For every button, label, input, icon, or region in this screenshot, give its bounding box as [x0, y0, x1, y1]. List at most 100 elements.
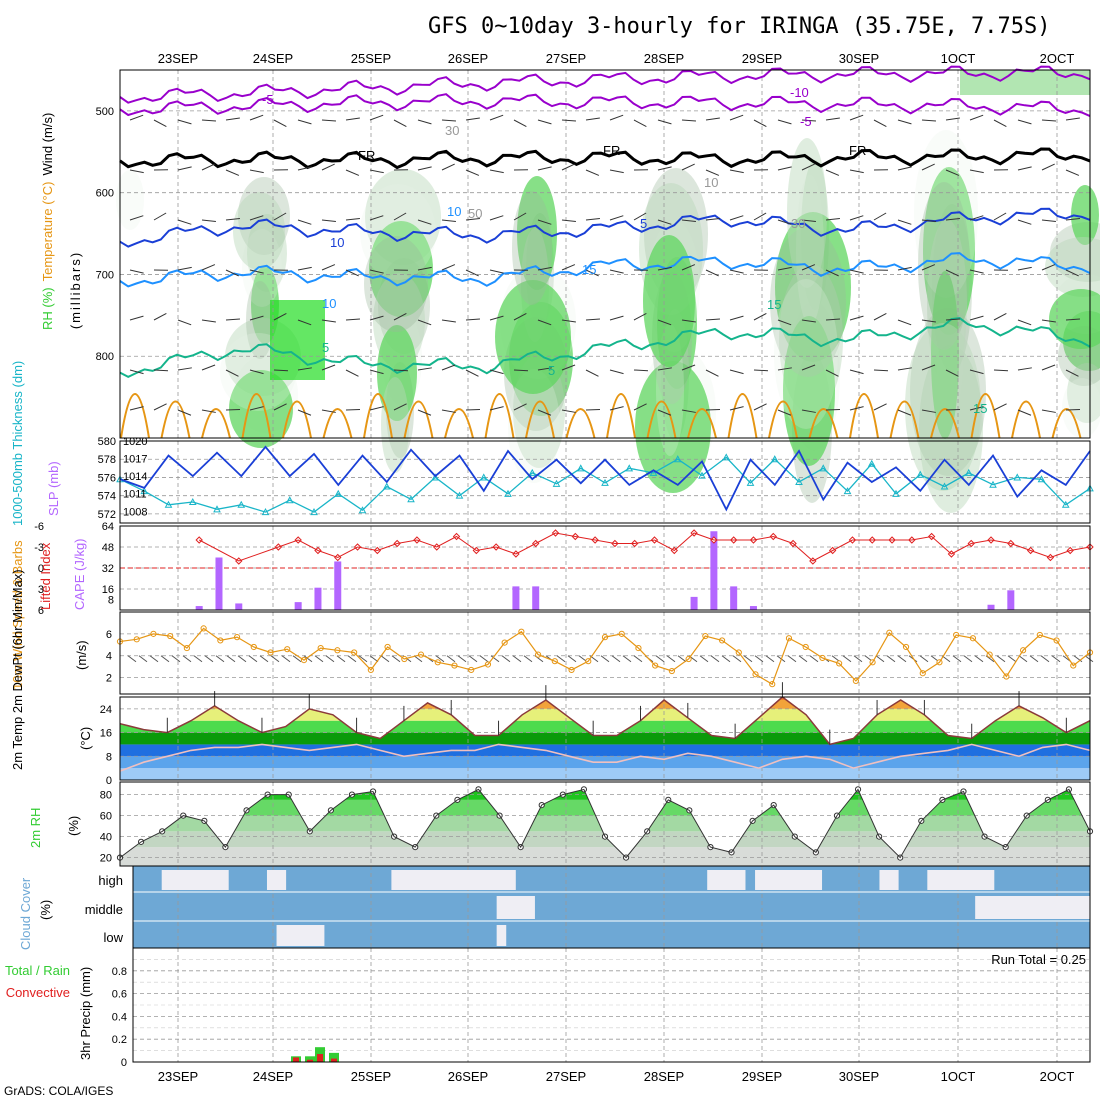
wind-barb: [609, 114, 624, 121]
li-tick-label: -6: [34, 521, 44, 533]
wind-barb-10m: [237, 655, 247, 663]
precip-convective-label: Convective: [6, 985, 70, 1000]
thickness-tick-label: 580: [98, 436, 116, 448]
wind-barb: [825, 318, 841, 321]
wind-barb: [369, 406, 384, 411]
wind-barb: [297, 367, 312, 371]
upper-axis-label: (millibars): [68, 251, 83, 329]
wind-barb: [753, 312, 767, 321]
wind-barb: [249, 114, 264, 121]
temp-band: [120, 699, 1090, 709]
wind-barb: [945, 218, 960, 221]
rh-shading: [517, 176, 557, 290]
cape-bar: [314, 587, 322, 610]
rh-band: [120, 815, 1090, 832]
wind-barb: [849, 114, 864, 121]
wind-barb: [1041, 163, 1055, 171]
wind-barb-10m: [919, 655, 929, 663]
wind-barb-10m: [193, 655, 203, 663]
wind-barb: [513, 119, 527, 128]
wind-barb: [489, 369, 504, 375]
rh-shading: [360, 184, 436, 280]
cape-bar: [730, 586, 738, 610]
wind-barb: [609, 406, 624, 411]
wind-barb: [825, 369, 839, 377]
precip-ylabel: 3hr Precip (mm): [78, 967, 93, 1060]
cloud-clear-segment: [391, 870, 516, 890]
wind-barb: [945, 369, 959, 377]
wind-barb: [729, 269, 744, 274]
wind-barb-10m: [457, 655, 467, 663]
slp-ylabel: SLP (mb): [46, 461, 61, 516]
wind-barb-10m: [391, 655, 401, 663]
thickness-tick-label: 576: [98, 472, 116, 484]
wind-barb: [657, 409, 672, 416]
rh-shading: [508, 369, 560, 483]
dewpoint2m-line: [119, 743, 1091, 772]
temp-band: [120, 744, 1090, 757]
wind-barb-10m: [336, 655, 346, 663]
wind-barb: [1065, 117, 1080, 121]
wind-unit: (m/s): [74, 640, 89, 670]
wind-barb: [321, 163, 335, 171]
wind-barb: [369, 114, 384, 121]
wind-barb: [849, 169, 864, 174]
slp-tick-label: 1011: [123, 489, 147, 501]
wind-barb-10m: [468, 655, 478, 663]
cloud-ylabel: Cloud Cover: [18, 877, 33, 950]
rh-shading: [1067, 363, 1100, 423]
wind-barb: [993, 312, 1007, 321]
cape-bar: [512, 586, 520, 610]
wind-barb: [705, 318, 721, 321]
run-total-label: Run Total = 0.25: [991, 952, 1086, 967]
thickness-tick-label: 572: [98, 509, 116, 521]
temp-band: [120, 732, 1090, 745]
convective-bar: [317, 1054, 323, 1062]
rh-shading: [116, 170, 144, 230]
wind-barb-10m: [523, 655, 533, 663]
upper-ylabel: RH (%) Temperature (°C) Wind (m/s): [40, 113, 55, 330]
warm-isoline: [606, 393, 636, 439]
wind-barb: [993, 212, 1007, 221]
rh-shading: [238, 177, 290, 255]
wind-barb: [1017, 409, 1032, 416]
wind-barb: [225, 318, 241, 321]
cape-tick-label: 16: [102, 584, 114, 596]
wind-barb: [177, 266, 192, 271]
wind-barb-10m: [127, 655, 137, 663]
rh-shading: [796, 175, 824, 325]
wind-barb: [609, 369, 624, 375]
wind-barb: [465, 318, 481, 321]
wind-barb: [1017, 319, 1032, 326]
precip-tick-label: 0: [121, 1057, 127, 1069]
wind-barb-10m: [798, 655, 808, 663]
wind-barb: [609, 169, 624, 174]
cloud-clear-segment: [276, 925, 325, 946]
temp-tick-label: 16: [100, 728, 112, 740]
wind-barb: [297, 266, 312, 271]
wind-ylabel: 10m Wind Speed & Barbs: [10, 540, 25, 690]
wind-barb-10m: [974, 655, 984, 663]
wind-barb: [945, 318, 961, 321]
wind-barb: [681, 319, 696, 323]
wind-barb: [489, 406, 504, 411]
wind-barb-10m: [567, 655, 577, 663]
thickness-point: [843, 487, 852, 495]
bottom-date-label: 25SEP: [351, 1069, 391, 1084]
wind-barb-10m: [996, 655, 1006, 663]
li-ylabel: Lifted Index: [38, 542, 53, 610]
wind-barb: [177, 166, 192, 171]
wind-barb: [753, 403, 767, 411]
temp2m-line: [119, 696, 1091, 746]
wind-barb: [465, 169, 480, 176]
wind-barb: [777, 166, 792, 171]
wind-barb-10m: [248, 655, 258, 663]
wind-barb-10m: [292, 655, 302, 663]
wind-barb: [873, 119, 887, 128]
contour-label: FR: [603, 143, 620, 158]
wind-barb: [489, 169, 504, 174]
rh-shading: [774, 279, 838, 429]
warm-isoline: [930, 408, 960, 439]
wind-barb: [345, 369, 359, 377]
bottom-date-label: 26SEP: [448, 1069, 488, 1084]
